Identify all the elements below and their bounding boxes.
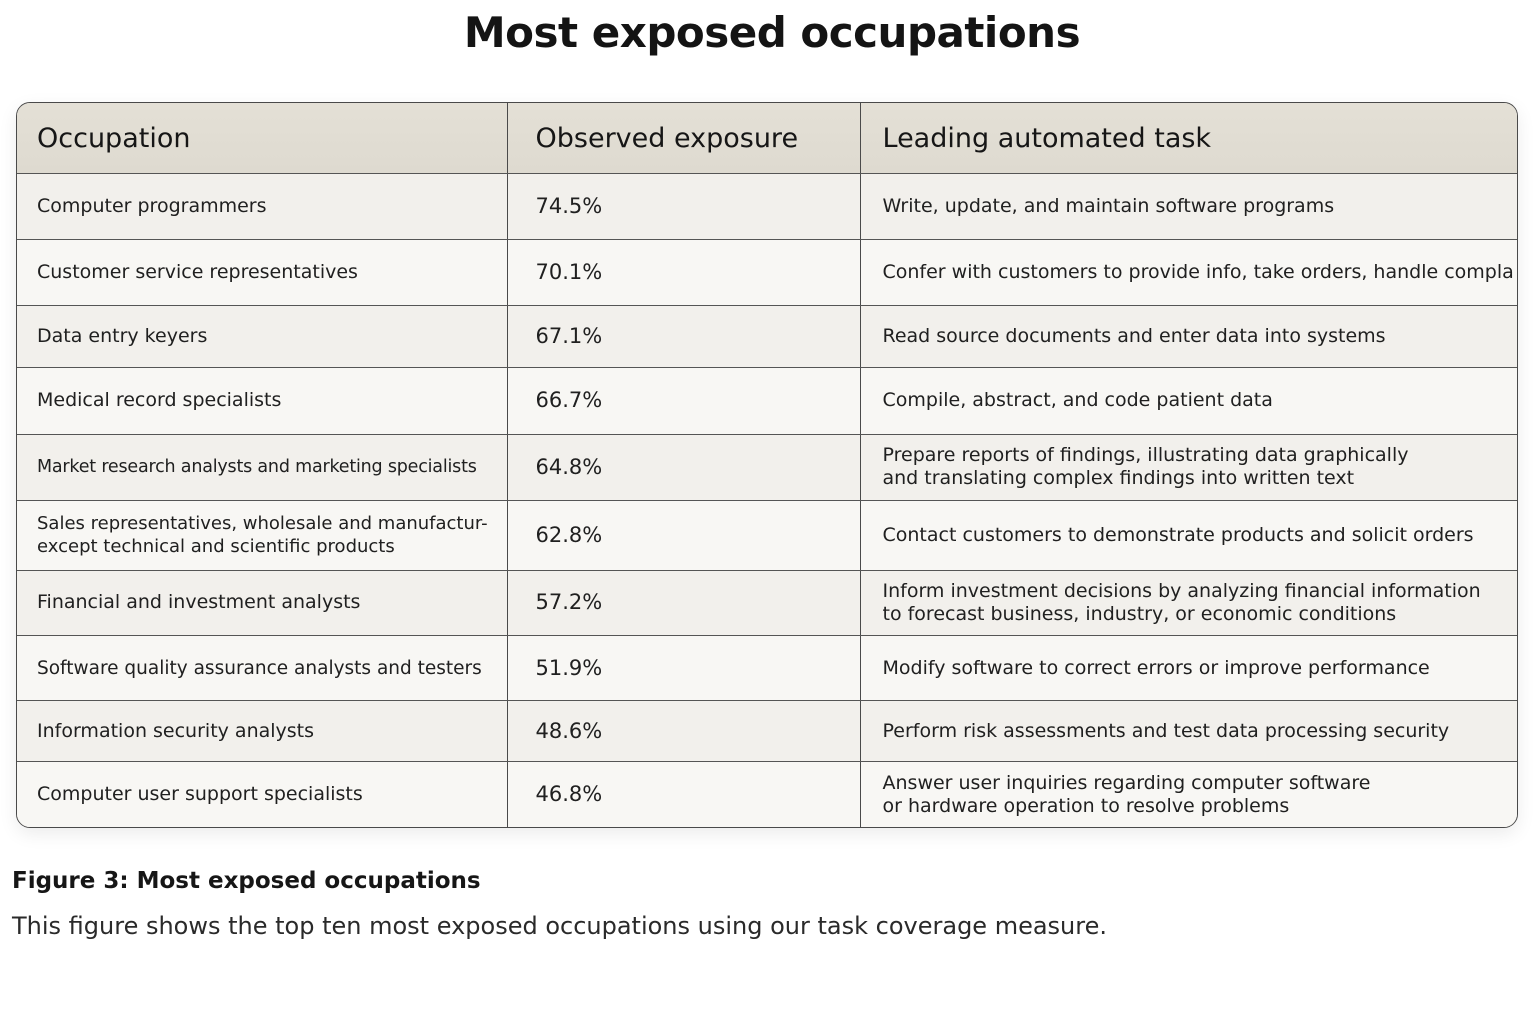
occupation-cell: Data entry keyers <box>17 305 508 369</box>
occupation-cell: Financial and investment analysts <box>17 570 508 637</box>
task-cell: Compile, abstract, and code patient data <box>860 367 1517 435</box>
exposure-cell: 67.1% <box>507 305 861 369</box>
task-text-line-2: or hardware operation to resolve problem… <box>882 794 1290 817</box>
page-title: Most exposed occupations <box>463 8 1081 57</box>
occupation-text: Customer service representatives <box>37 261 358 284</box>
table-row: Information security analysts 48.6% Perf… <box>17 700 1517 763</box>
task-cell: Confer with customers to provide info, t… <box>860 239 1517 307</box>
exposure-cell: 51.9% <box>507 635 861 702</box>
occupation-cell: Information security analysts <box>17 700 508 763</box>
exposure-cell: 70.1% <box>507 239 861 307</box>
occupations-table: Occupation Observed exposure Leading aut… <box>16 102 1518 828</box>
task-cell: Answer user inquiries regarding computer… <box>860 761 1517 827</box>
occupation-cell: Market research analysts and marketing s… <box>17 434 508 501</box>
table-row: Market research analysts and marketing s… <box>17 434 1517 501</box>
occupation-text: Information security analysts <box>37 719 315 742</box>
occupation-text-line-2: except technical and scientific products <box>37 536 395 558</box>
header-leading-automated-task: Leading automated task <box>860 103 1517 174</box>
table-row: Software quality assurance analysts and … <box>17 635 1517 702</box>
occupation-cell: Customer service representatives <box>17 239 508 307</box>
occupation-text: Market research analysts and marketing s… <box>37 456 477 477</box>
header-occupation: Occupation <box>17 103 508 174</box>
task-text-line-1: Answer user inquiries regarding computer… <box>882 771 1371 794</box>
occupation-cell: Computer programmers <box>17 173 508 241</box>
table-row: Customer service representatives 70.1% C… <box>17 239 1517 307</box>
occupation-cell: Sales representatives, wholesale and man… <box>17 500 508 571</box>
task-cell: Read source documents and enter data int… <box>860 305 1517 369</box>
table-row: Computer programmers 74.5% Write, update… <box>17 173 1517 241</box>
table-row: Computer user support specialists 46.8% … <box>17 761 1517 827</box>
exposure-cell: 62.8% <box>507 500 861 571</box>
task-cell: Contact customers to demonstrate product… <box>860 500 1517 571</box>
exposure-cell: 64.8% <box>507 434 861 501</box>
exposure-cell: 48.6% <box>507 700 861 763</box>
table-row: Data entry keyers 67.1% Read source docu… <box>17 305 1517 369</box>
table-row: Sales representatives, wholesale and man… <box>17 500 1517 571</box>
occupation-text: Computer programmers <box>37 195 267 218</box>
table-row: Medical record specialists 66.7% Compile… <box>17 367 1517 435</box>
table-row: Financial and investment analysts 57.2% … <box>17 570 1517 637</box>
table-header-row: Occupation Observed exposure Leading aut… <box>17 103 1517 174</box>
occupation-text: Medical record specialists <box>37 389 282 412</box>
occupation-text-line-1: Sales representatives, wholesale and man… <box>37 513 488 535</box>
task-cell: Inform investment decisions by analyzing… <box>860 570 1517 637</box>
task-text: Compile, abstract, and code patient data <box>882 389 1273 412</box>
task-text-line-1: Prepare reports of findings, illustratin… <box>882 444 1409 467</box>
task-text: Modify software to correct errors or imp… <box>882 656 1430 679</box>
task-text-line-1: Inform investment decisions by analyzing… <box>882 579 1481 602</box>
task-text-line-2: to forecast business, industry, or econo… <box>882 602 1397 625</box>
figure-caption-title: Figure 3: Most exposed occupations <box>12 868 481 894</box>
task-text-line-2: and translating complex findings into wr… <box>882 467 1355 490</box>
task-cell: Write, update, and maintain software pro… <box>860 173 1517 241</box>
header-observed-exposure: Observed exposure <box>507 103 861 174</box>
task-text: Write, update, and maintain software pro… <box>882 195 1335 218</box>
task-cell: Prepare reports of findings, illustratin… <box>860 434 1517 501</box>
exposure-cell: 57.2% <box>507 570 861 637</box>
task-cell: Modify software to correct errors or imp… <box>860 635 1517 702</box>
occupation-cell: Computer user support specialists <box>17 761 508 827</box>
occupation-text: Software quality assurance analysts and … <box>37 657 482 679</box>
occupation-text: Computer user support specialists <box>37 783 363 806</box>
task-text: Confer with customers to provide info, t… <box>882 261 1514 284</box>
exposure-cell: 74.5% <box>507 173 861 241</box>
exposure-cell: 46.8% <box>507 761 861 827</box>
occupation-cell: Software quality assurance analysts and … <box>17 635 508 702</box>
task-text: Read source documents and enter data int… <box>882 325 1386 348</box>
task-text: Perform risk assessments and test data p… <box>882 719 1450 742</box>
figure-caption-text: This figure shows the top ten most expos… <box>12 912 1107 940</box>
task-cell: Perform risk assessments and test data p… <box>860 700 1517 763</box>
occupation-text: Data entry keyers <box>37 325 208 348</box>
exposure-cell: 66.7% <box>507 367 861 435</box>
occupation-cell: Medical record specialists <box>17 367 508 435</box>
table: Occupation Observed exposure Leading aut… <box>17 103 1517 827</box>
task-text: Contact customers to demonstrate product… <box>882 523 1474 546</box>
occupation-text: Financial and investment analysts <box>37 591 361 614</box>
